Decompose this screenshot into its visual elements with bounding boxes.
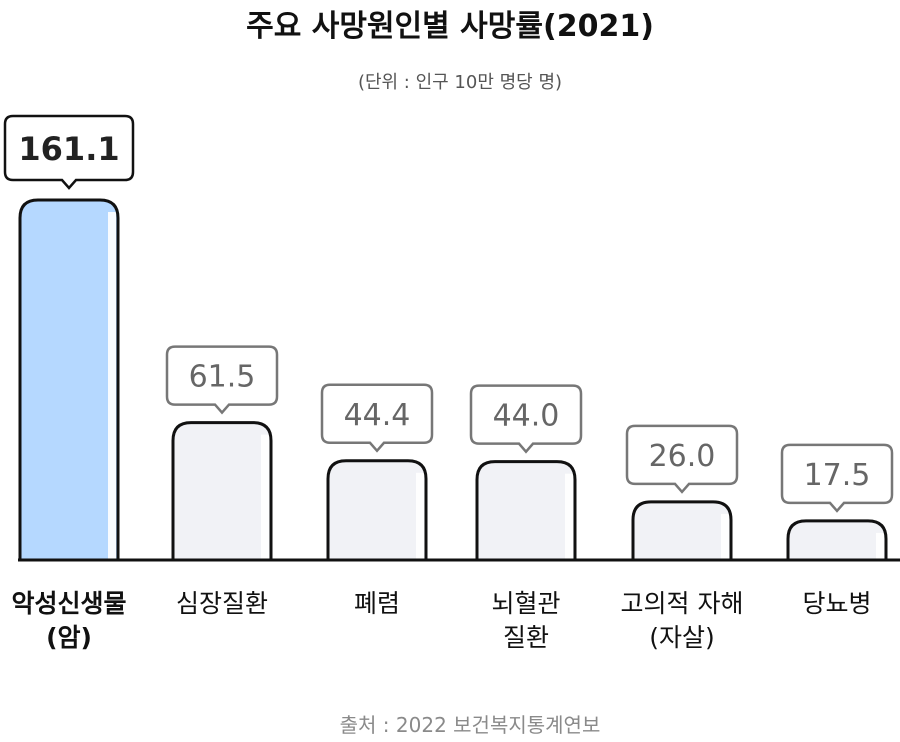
category-label-4-1: (자살) [649,623,715,652]
value-label-1: 61.5 [189,360,256,395]
value-label-2: 44.4 [344,398,411,433]
bar-outline-2 [326,459,428,562]
value-callout-2 [320,383,434,453]
value-label-5: 17.5 [804,458,871,493]
bar-highlight-4 [721,513,729,560]
bar-5 [788,520,886,560]
bar-4 [633,501,731,560]
bar-outline-5 [786,519,888,562]
bar-highlight-3 [565,473,573,560]
bar-outline-1 [171,421,273,562]
chart-subtitle: (단위 : 인구 10만 명당 명) [358,72,562,93]
category-label-3-0: 뇌혈관 [491,589,560,618]
bar-highlight-5 [876,532,884,560]
value-label-3: 44.0 [493,399,560,434]
value-callout-3 [469,384,583,454]
bar-1 [173,422,271,560]
value-callout-1 [165,345,279,415]
category-label-0-0: 악성신생물 [11,589,126,618]
bar-outline-0 [18,198,120,562]
category-label-3-1: 질환 [503,623,549,652]
bars-group: 161.1 61.5 44.4 44.0 26.0 17.5 [3,114,894,562]
value-callout-5 [780,443,894,513]
value-label-4: 26.0 [649,439,716,474]
source-note: 출처 : 2022 보건복지통계연보 [340,713,601,737]
bar-highlight-0 [108,212,116,560]
category-label-4-0: 고의적 자해 [621,589,744,618]
category-label-5-0: 당뇨병 [802,589,871,618]
bar-0 [20,200,118,560]
category-label-1-0: 심장질환 [176,589,268,618]
category-label-2-0: 폐렴 [354,589,400,618]
value-callout-4 [625,424,739,494]
category-label-0-1: (암) [46,623,92,652]
chart-title: 주요 사망원인별 사망률(2021) [246,9,654,44]
bar-highlight-2 [416,472,424,560]
bar-2 [328,460,426,560]
bar-outline-4 [631,500,733,562]
bar-3 [477,461,575,560]
bar-highlight-1 [261,434,269,560]
value-label-0: 161.1 [18,130,119,168]
value-callout-0 [3,114,135,190]
bar-outline-3 [475,460,577,562]
